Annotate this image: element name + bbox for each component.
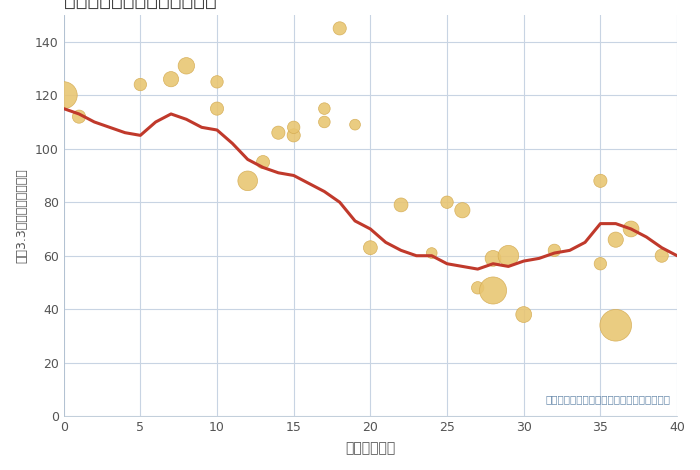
Point	[58, 92, 69, 99]
Point	[288, 132, 300, 139]
Point	[165, 75, 176, 83]
Point	[318, 105, 330, 112]
Point	[395, 201, 407, 209]
Point	[457, 206, 468, 214]
Point	[211, 78, 223, 86]
Text: 円の大きさは、取引のあった物件面積を示す: 円の大きさは、取引のあった物件面積を示す	[546, 394, 671, 404]
Point	[349, 121, 360, 128]
Point	[181, 62, 192, 70]
Y-axis label: 坪（3.3㎡）単価（万円）: 坪（3.3㎡）単価（万円）	[15, 168, 28, 263]
Point	[426, 249, 438, 257]
Point	[626, 225, 637, 233]
Point	[487, 255, 498, 262]
Point	[595, 177, 606, 185]
X-axis label: 築年数（年）: 築年数（年）	[345, 441, 396, 455]
Point	[258, 158, 269, 166]
Point	[318, 118, 330, 126]
Point	[549, 247, 560, 254]
Point	[610, 321, 622, 329]
Point	[242, 177, 253, 185]
Text: 築年数別中古マンション価格: 築年数別中古マンション価格	[64, 0, 216, 10]
Point	[334, 24, 345, 32]
Point	[273, 129, 284, 136]
Point	[211, 105, 223, 112]
Point	[610, 236, 622, 243]
Point	[503, 252, 514, 259]
Point	[656, 252, 667, 259]
Point	[288, 124, 300, 131]
Point	[472, 284, 483, 291]
Point	[487, 287, 498, 294]
Point	[518, 311, 529, 318]
Point	[365, 244, 376, 251]
Point	[595, 260, 606, 267]
Point	[135, 81, 146, 88]
Point	[74, 113, 85, 120]
Point	[442, 198, 453, 206]
